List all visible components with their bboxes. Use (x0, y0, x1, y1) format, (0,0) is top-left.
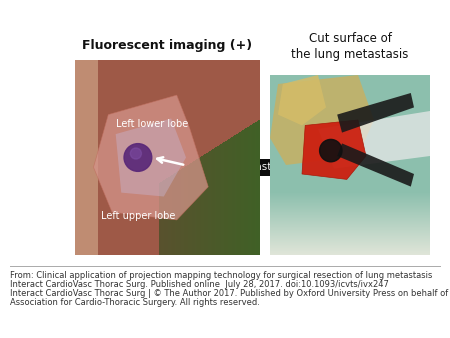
Polygon shape (318, 111, 430, 169)
Polygon shape (278, 75, 326, 125)
Text: Left lower lobe: Left lower lobe (116, 119, 188, 129)
Text: Interact CardioVasc Thorac Surg. Published online  July 28, 2017. doi:10.1093/ic: Interact CardioVasc Thorac Surg. Publish… (10, 280, 389, 289)
Text: Lung metastasis: Lung metastasis (206, 163, 292, 172)
Polygon shape (270, 75, 374, 165)
Polygon shape (337, 93, 414, 132)
Text: Interact CardioVasc Thorac Surg | © The Author 2017. Published by Oxford Univers: Interact CardioVasc Thorac Surg | © The … (10, 289, 450, 298)
Polygon shape (94, 95, 208, 220)
Text: From: Clinical application of projection mapping technology for surgical resecti: From: Clinical application of projection… (10, 271, 432, 280)
Text: Association for Cardio-Thoracic Surgery. All rights reserved.: Association for Cardio-Thoracic Surgery.… (10, 298, 260, 307)
FancyBboxPatch shape (204, 159, 294, 176)
Polygon shape (337, 143, 414, 187)
Polygon shape (302, 120, 366, 179)
Text: Fluorescent imaging (+): Fluorescent imaging (+) (82, 39, 252, 52)
Text: Cut surface of
the lung metastasis: Cut surface of the lung metastasis (291, 32, 409, 61)
Polygon shape (116, 119, 186, 196)
Circle shape (320, 139, 342, 162)
Circle shape (124, 144, 152, 171)
Circle shape (130, 148, 141, 159)
Text: Left upper lobe: Left upper lobe (101, 211, 176, 221)
